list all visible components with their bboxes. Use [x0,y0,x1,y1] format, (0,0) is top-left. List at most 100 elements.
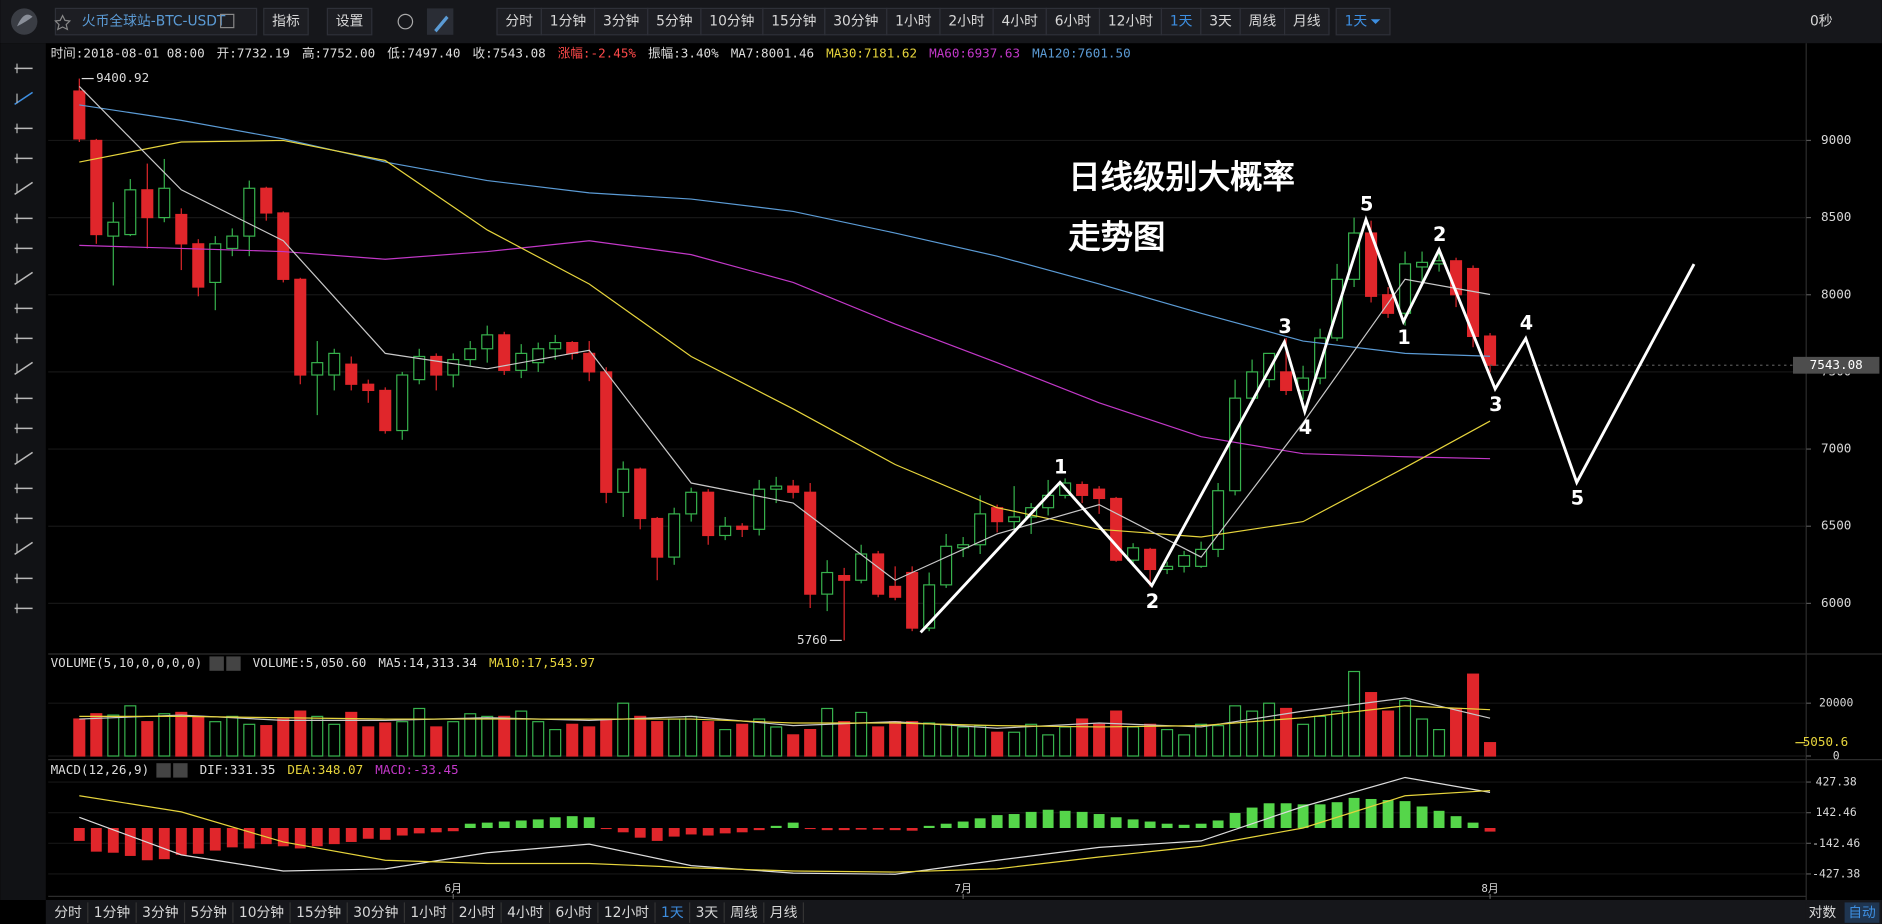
axis-mode-bg[interactable] [1805,902,1840,923]
button[interactable] [1283,7,1330,36]
bottom-period[interactable]: 1分钟 [94,904,130,921]
period-button[interactable]: 12小时 [1108,14,1153,30]
button[interactable] [263,7,309,36]
axis-mode-bg[interactable] [1844,902,1880,923]
bottom-period[interactable]: 5分钟 [191,904,227,921]
bottom-period[interactable]: 月线 [770,905,798,921]
axis-mode[interactable]: 自动 [1848,905,1876,921]
bottom-period[interactable]: 分时 [54,905,82,921]
period-button[interactable]: 3分钟 [603,13,639,30]
macd-bar [90,828,102,852]
volume-bar [192,715,205,757]
volume-bar [498,715,511,757]
period-button[interactable]: 6小时 [1055,14,1092,30]
bottom-period[interactable]: 周线 [730,905,758,921]
settings-icon[interactable] [209,656,224,671]
candle-body [1110,497,1123,561]
period-button[interactable]: 15分钟 [771,13,816,30]
bottom-period[interactable]: 1小时 [410,905,447,921]
period-button[interactable]: 3天 [1209,14,1232,30]
button[interactable] [326,7,373,36]
button[interactable] [1045,7,1101,36]
period-button[interactable]: 4小时 [1002,14,1039,30]
macd-bar [1195,823,1207,828]
volume-bar [838,721,851,757]
button-label[interactable]: 指标 [272,14,300,30]
ma-line [78,86,1491,581]
button[interactable] [540,7,596,36]
settings-icon[interactable] [156,763,171,778]
button[interactable] [1098,7,1163,36]
period-button[interactable]: 周线 [1249,14,1277,30]
volume-bar [1331,710,1344,757]
legend-item: DEA:348.07 [287,762,363,777]
button[interactable] [496,7,542,36]
draw-icon-bg[interactable] [426,8,454,35]
info-item: 振幅:3.40% [648,46,719,61]
symbol-label[interactable]: 火币全球站-BTC-USDT [82,13,226,30]
volume-bar [1042,734,1055,757]
bottom-period[interactable]: 12小时 [604,905,649,921]
draw-icon[interactable] [434,15,449,33]
period-button[interactable]: 5分钟 [656,13,692,30]
candle-body [532,348,545,364]
button-label[interactable]: 设置 [336,14,364,30]
bottom-period[interactable]: 6小时 [556,905,593,921]
volume-bar [1008,731,1021,757]
button[interactable] [700,7,764,36]
candle-body [736,525,749,530]
button[interactable] [1335,7,1391,36]
bottom-period[interactable]: 1天 [661,905,684,921]
candle-body [1399,263,1412,314]
bottom-period[interactable]: 3天 [696,905,719,921]
bottom-period[interactable]: 4小时 [507,905,544,921]
period-button[interactable]: 1小时 [895,14,932,30]
period-button[interactable]: 月线 [1293,14,1321,30]
macd-bar [957,821,969,828]
bottom-period[interactable]: 15分钟 [296,904,341,921]
macd-bar [1161,823,1173,828]
volume-bar [1433,728,1446,757]
volume-bar [1348,670,1361,757]
button[interactable] [593,7,649,36]
volume-bar [753,718,766,757]
bottom-period[interactable]: 3分钟 [142,904,178,921]
button[interactable] [886,7,941,36]
axis-mode[interactable]: 对数 [1809,905,1837,921]
button[interactable] [1200,7,1241,36]
period-button[interactable]: 分时 [505,14,533,30]
bottom-period[interactable]: 30分钟 [353,904,398,921]
period-button[interactable]: 1分钟 [550,13,586,30]
button[interactable] [1239,7,1286,36]
button[interactable] [647,7,702,36]
candle-body [396,374,409,432]
period-button[interactable]: 30分钟 [833,13,878,30]
theme-icon[interactable] [397,13,414,30]
button[interactable] [54,7,258,36]
volume-bar [668,718,681,757]
legend-item: MACD:-33.45 [375,762,458,777]
button[interactable] [824,7,888,36]
volume-bar [243,723,256,757]
bottom-period[interactable]: 2小时 [459,905,496,921]
period-button[interactable]: 2小时 [948,14,985,30]
candle-body [651,517,664,558]
button[interactable] [762,7,826,36]
macd-bar [1297,804,1309,828]
candle-body [906,571,919,629]
close-icon[interactable] [226,656,241,671]
close-icon[interactable] [173,763,188,778]
bottom-period[interactable]: 10分钟 [239,904,284,921]
y-tick-label: 7000 [1821,441,1851,456]
period-dropdown[interactable]: 1天 [1345,14,1368,30]
button[interactable] [939,7,994,36]
volume-bar [396,721,409,757]
macd-bar [226,828,238,848]
button[interactable] [992,7,1047,36]
low-label: 5760 [797,632,827,647]
volume-bar [1416,718,1429,757]
period-button[interactable]: 10分钟 [709,13,754,30]
candle-body [770,485,783,490]
volume-ma-line [79,697,1491,729]
period-button[interactable]: 1天 [1170,14,1193,30]
